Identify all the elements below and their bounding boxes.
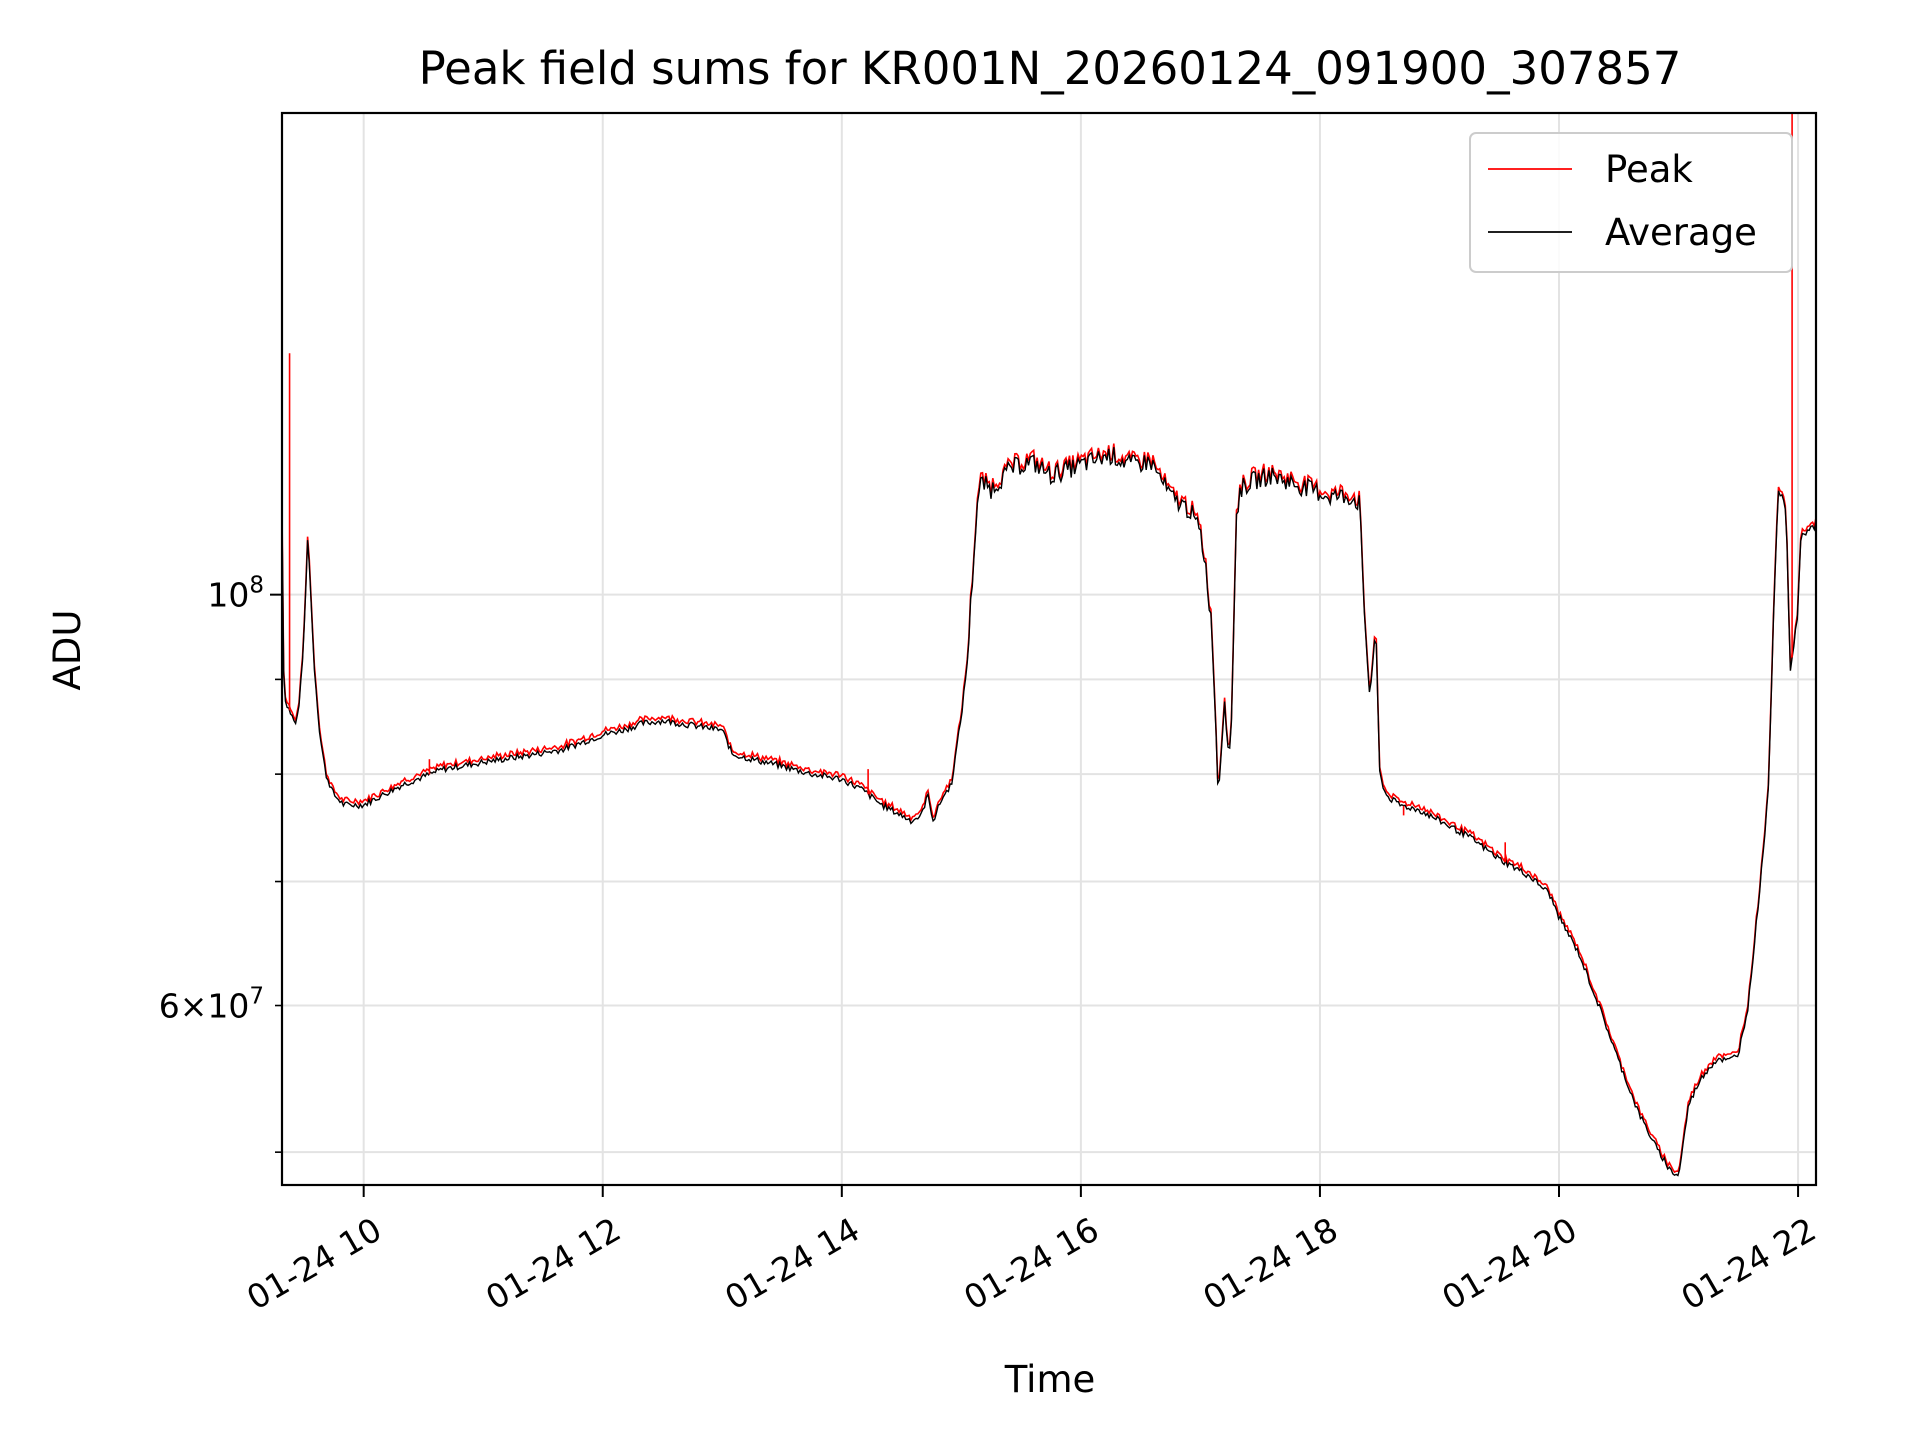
chart-title: Peak field sums for KR001N_20260124_0919… xyxy=(419,42,1682,95)
x-axis-label: Time xyxy=(1004,1358,1096,1401)
peak-series-line xyxy=(281,443,1817,1174)
legend-label: Average xyxy=(1605,211,1757,254)
y-axis-label: ADU xyxy=(46,610,89,691)
legend-box xyxy=(1469,132,1793,273)
grid xyxy=(282,113,1816,1185)
legend: Peak Average xyxy=(1469,132,1793,273)
axes-frame xyxy=(280,111,1818,1187)
y-tick-label-6e7: 6×107 xyxy=(159,984,264,1026)
y-tick-label-1e8: 108 xyxy=(207,573,264,615)
average-series-line xyxy=(281,447,1817,1177)
legend-label: Peak xyxy=(1605,148,1693,191)
